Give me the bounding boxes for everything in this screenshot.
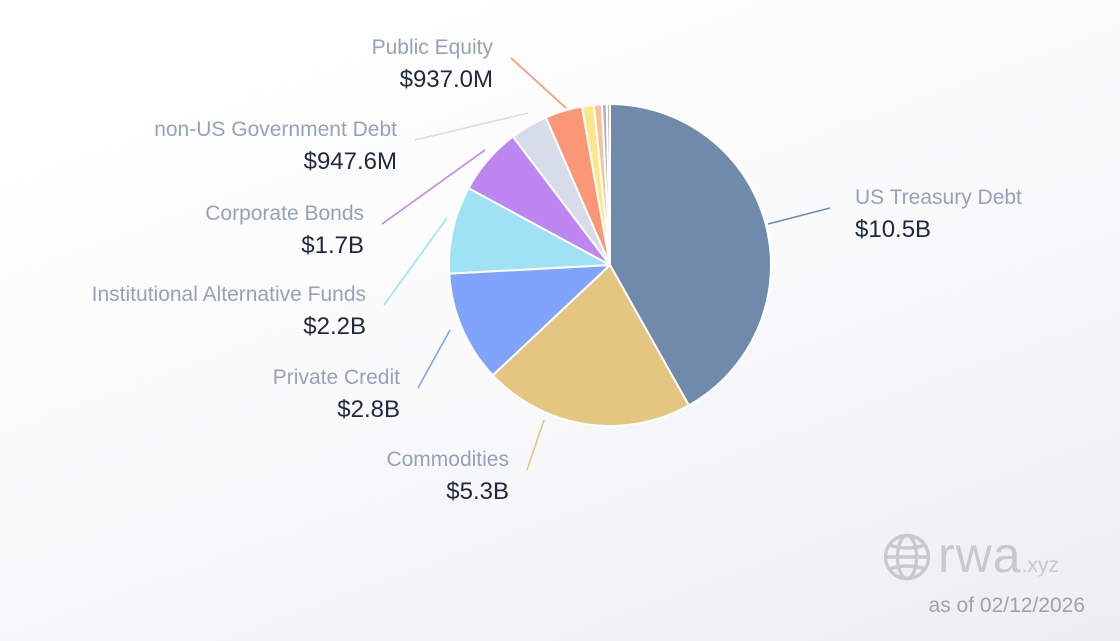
leader-line-commodities xyxy=(526,419,545,471)
leader-line-institutional-alternative-funds xyxy=(383,217,448,306)
leader-lines xyxy=(381,57,831,471)
pie-slice-minor-10 xyxy=(605,102,611,266)
slice-value-commodities: $5.3B xyxy=(446,478,509,505)
pie-slice-commodities xyxy=(491,264,690,427)
slice-value-public-equity: $937.0M xyxy=(400,66,493,93)
brand-name: rwa xyxy=(938,527,1022,583)
brand-wordmark: rwa.xyz xyxy=(938,528,1059,593)
brand-domain-suffix: .xyz xyxy=(1021,554,1059,577)
leader-line-us-treasury-debt xyxy=(767,207,831,225)
slice-value-institutional-alternative-funds: $2.2B xyxy=(303,313,366,340)
slice-label-non-us-government-debt: non-US Government Debt xyxy=(154,118,397,141)
pie-slices xyxy=(448,102,772,427)
slice-value-corporate-bonds: $1.7B xyxy=(301,232,364,259)
slice-label-corporate-bonds: Corporate Bonds xyxy=(205,202,364,225)
leader-line-non-us-government-debt xyxy=(414,112,529,141)
pie-slice-institutional-alternative-funds xyxy=(448,187,611,275)
slice-label-us-treasury-debt: US Treasury Debt xyxy=(855,186,1022,209)
as-of-date: as of 02/12/2026 xyxy=(928,594,1085,617)
pie-slice-private-credit xyxy=(448,264,611,377)
slice-value-us-treasury-debt: $10.5B xyxy=(855,216,931,243)
slice-value-non-us-government-debt: $947.6M xyxy=(304,148,397,175)
slice-label-private-credit: Private Credit xyxy=(273,366,400,389)
brand-watermark: rwa.xyz xyxy=(882,528,1102,588)
leader-line-corporate-bonds xyxy=(381,149,486,225)
slice-label-public-equity: Public Equity xyxy=(372,36,494,59)
pie-slice-us-treasury-debt xyxy=(609,103,772,407)
leader-line-public-equity xyxy=(510,57,567,109)
globe-icon xyxy=(883,533,931,581)
slice-label-institutional-alternative-funds: Institutional Alternative Funds xyxy=(92,283,366,306)
leader-line-private-credit xyxy=(417,329,451,389)
slice-value-private-credit: $2.8B xyxy=(337,396,400,423)
slice-label-commodities: Commodities xyxy=(386,448,509,471)
slice-labels: US Treasury Debt $10.5B Commodities $5.3B Pr… xyxy=(92,36,1022,505)
